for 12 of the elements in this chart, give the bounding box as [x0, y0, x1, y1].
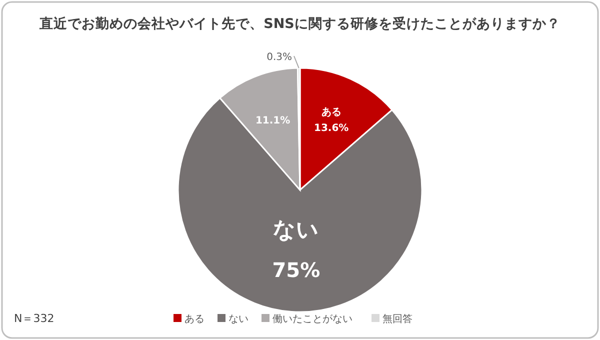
data-label: 13.6% [314, 123, 349, 134]
data-label: 11.1% [255, 115, 290, 126]
legend-label: ある [184, 314, 204, 325]
slice-label: ない [273, 218, 320, 243]
legend-label: 働いたことがない [272, 313, 352, 325]
text: N＝332 [14, 312, 54, 325]
data-label: 0.3% [266, 52, 292, 63]
legend-label: ない [228, 314, 248, 325]
chart-title: 直近でお勤めの会社やバイト先で、SNSに関する研修を受けたことがありますか？ [38, 16, 560, 32]
legend-label: 無回答 [382, 313, 412, 325]
data-label: 75% [272, 258, 320, 282]
slice-label: ある [321, 107, 342, 118]
